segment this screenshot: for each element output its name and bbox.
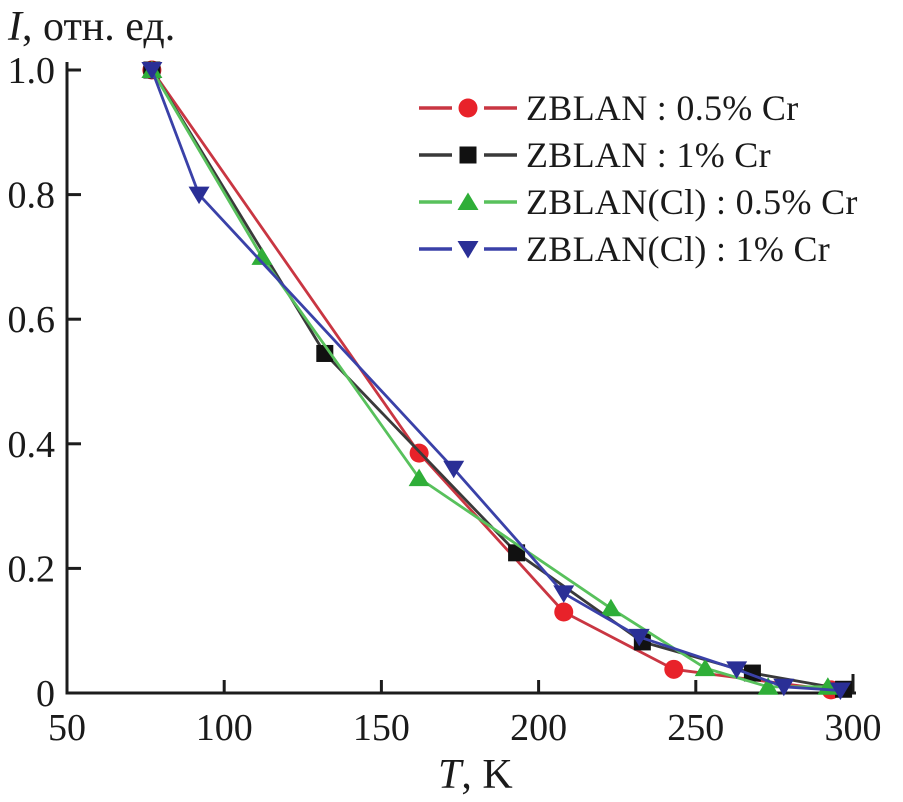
x-tick-label: 50 xyxy=(48,707,86,749)
data-point-marker-2 xyxy=(694,658,716,677)
legend-label-1: ZBLAN : 1% Cr xyxy=(526,135,771,175)
legend-label-0: ZBLAN : 0.5% Cr xyxy=(526,88,798,128)
legend-label-2: ZBLAN(Cl) : 0.5% Cr xyxy=(526,182,858,222)
axis-spine xyxy=(65,62,856,695)
x-tick-label: 250 xyxy=(667,707,724,749)
data-point-marker-3 xyxy=(443,460,465,479)
data-point-marker-3 xyxy=(141,62,163,80)
x-axis-title-units: , K xyxy=(461,752,512,798)
data-point-marker-2 xyxy=(757,677,779,695)
x-axis-title: T, K xyxy=(438,752,513,798)
legend-label-3: ZBLAN(Cl) : 1% Cr xyxy=(526,229,830,269)
series-group xyxy=(141,60,853,701)
y-tick-label: 0 xyxy=(36,673,55,715)
y-tick-label: 1.0 xyxy=(8,50,56,92)
x-tick-label: 150 xyxy=(353,707,410,749)
legend-marker-0 xyxy=(458,98,478,118)
x-tick-label: 100 xyxy=(196,707,253,749)
y-tick-label: 0.2 xyxy=(8,548,56,590)
legend-marker-3 xyxy=(457,241,479,259)
x-tick-label: 200 xyxy=(510,707,567,749)
x-axis-title-symbol: T xyxy=(438,752,464,798)
legend-marker-2 xyxy=(457,192,479,210)
data-point-marker-3 xyxy=(553,585,575,603)
y-axis-title: I, отн. ед. xyxy=(7,4,175,50)
data-point-marker-2 xyxy=(408,468,430,487)
y-tick-label: 0.8 xyxy=(8,175,56,217)
data-point-marker-0 xyxy=(554,602,574,622)
data-point-marker-2 xyxy=(251,247,273,265)
legend: ZBLAN : 0.5% Cr ZBLAN : 1% Cr ZBLAN(Cl) : … xyxy=(419,88,858,269)
data-point-marker-3 xyxy=(773,678,795,697)
y-tick-label: 0.4 xyxy=(8,424,56,466)
x-tick-label: 300 xyxy=(825,707,882,749)
data-point-marker-3 xyxy=(188,186,210,205)
series-line-3 xyxy=(150,69,841,692)
legend-marker-1 xyxy=(459,146,477,164)
data-point-marker-3 xyxy=(628,628,650,647)
y-tick-label: 0.6 xyxy=(8,299,56,341)
data-point-marker-0 xyxy=(664,659,684,679)
y-axis-title-symbol: I xyxy=(7,4,24,50)
data-point-marker-3 xyxy=(726,661,748,679)
data-point-marker-3 xyxy=(829,682,851,701)
y-axis-title-units: , отн. ед. xyxy=(22,4,175,50)
data-point-marker-2 xyxy=(600,598,622,617)
axis-ticks: 0 0.2 0.4 0.6 0.8 1.0 50 100 150 200 250 300 xyxy=(8,50,882,749)
